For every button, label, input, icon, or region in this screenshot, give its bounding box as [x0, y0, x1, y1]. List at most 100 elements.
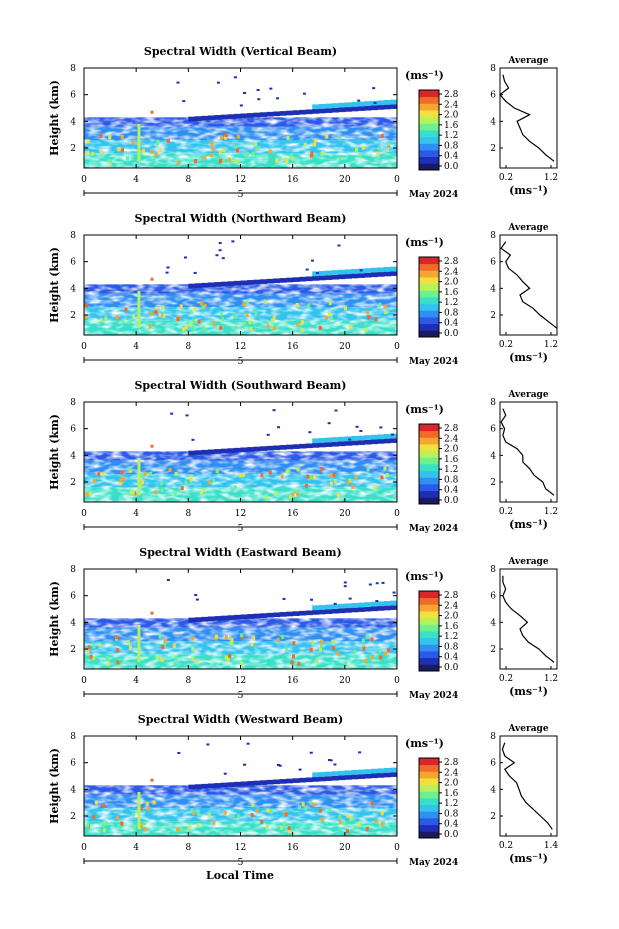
colorbar-swatch [419, 330, 439, 338]
month-label: May 2024 [409, 691, 458, 701]
colorbar-tick-label: 0.4 [444, 152, 459, 162]
heatmap-cell [303, 142, 307, 147]
heatmap-cell [141, 149, 145, 154]
average-y-tick-label: 6 [490, 759, 496, 769]
heatmap-cell [351, 436, 359, 441]
average-y-tick-label: 2 [490, 645, 496, 655]
colorbar-swatch [419, 290, 439, 298]
colorbar-swatch [419, 430, 439, 438]
heatmap-cell [228, 653, 232, 658]
heatmap-cell [343, 581, 347, 584]
heatmap-cell [318, 605, 326, 610]
heatmap-cell [272, 315, 276, 320]
heatmap-cell [97, 472, 101, 477]
y-axis-label: Height (km) [48, 748, 61, 824]
colorbar-swatch [419, 764, 439, 772]
heatmap-cell [233, 614, 241, 620]
heatmap-layers [84, 785, 397, 836]
heatmap-cell [223, 810, 227, 815]
colorbar-swatch [419, 798, 439, 806]
heatmap-cell [253, 780, 261, 786]
heatmap-cell [357, 273, 365, 278]
heatmap-cell [304, 806, 308, 811]
heatmap-cell [344, 269, 352, 275]
heatmap-cell [219, 312, 223, 317]
heatmap-layer [84, 284, 397, 294]
heatmap-cell [234, 144, 238, 149]
heatmap-cell [357, 106, 365, 111]
heatmap-cell [282, 597, 286, 600]
heatmap-cell [117, 823, 121, 828]
heatmap-cell [177, 160, 181, 165]
heatmap-cell [269, 809, 273, 814]
heatmap-cell [132, 825, 136, 830]
heatmap-cell [161, 305, 165, 310]
heatmap-cell [275, 158, 279, 163]
heatmap-cell [325, 270, 333, 276]
heatmap-cell [101, 472, 105, 477]
heatmap-cell [92, 656, 96, 661]
heatmap-cell [286, 110, 294, 116]
colorbar-swatch [419, 624, 439, 632]
heatmap-cell [282, 821, 286, 826]
heatmap-cell [243, 91, 247, 94]
heatmap-cell [368, 583, 372, 586]
heatmap-cell [191, 647, 195, 652]
y-tick-label: 4 [70, 284, 76, 294]
heatmap-cell [338, 156, 342, 161]
heatmap-cell [207, 616, 215, 622]
y-tick-label: 2 [70, 144, 76, 154]
heatmap-cell [115, 635, 119, 640]
heatmap-cell [328, 759, 332, 762]
heatmap-cell [333, 763, 337, 766]
heatmap-layer [84, 785, 397, 795]
heatmap-cell [333, 602, 337, 605]
heatmap-cell [143, 827, 147, 832]
heatmap-cell [255, 147, 259, 152]
colorbar-tick-label: 0.0 [444, 162, 459, 172]
heatmap-cell [291, 156, 295, 161]
heatmap-cell [310, 598, 314, 601]
heatmap-cell [104, 316, 108, 321]
heatmap-cell [370, 439, 378, 445]
heatmap-cell [292, 611, 300, 616]
colorbar-frame [418, 89, 440, 171]
heatmap-cell [351, 607, 359, 613]
colorbar-tick-label: 1.6 [444, 455, 459, 465]
colorbar-swatch [419, 303, 439, 311]
heatmap-cell [383, 271, 391, 277]
chart-panel-2: Spectral Width (Northward Beam)0 4 8 12 16 20… [48, 212, 558, 367]
heatmap-cell [318, 442, 326, 448]
heatmap-cell [349, 816, 353, 821]
heatmap-cell [299, 443, 307, 449]
heatmap-layer [84, 140, 397, 154]
heatmap-cell [129, 318, 133, 323]
heatmap-cell [161, 644, 165, 649]
x-tick-label: 4 [133, 676, 139, 686]
heatmap-cell [212, 478, 216, 483]
heatmap-cell [385, 473, 389, 478]
colorbar-tick-label: 1.2 [444, 298, 458, 308]
heatmap-cell [301, 802, 305, 807]
heatmap-cell [312, 777, 320, 782]
heatmap-cell [279, 612, 287, 617]
heatmap-cell [245, 152, 249, 157]
average-profile-line [502, 575, 555, 663]
heatmap-cell [220, 782, 228, 788]
colorbar-swatch [419, 136, 439, 144]
heatmap-cell [201, 783, 209, 789]
colorbar-swatch [419, 323, 439, 331]
x-tick-label: 0 [394, 175, 400, 185]
colorbar-swatch [419, 310, 439, 318]
heatmap-cell [331, 441, 339, 447]
heatmap-cell [207, 480, 211, 485]
x-tick-label: 0 [394, 676, 400, 686]
heatmap-cell [344, 102, 352, 108]
heatmap-layer [84, 618, 397, 628]
heatmap-cell [233, 654, 237, 659]
heatmap-cell [292, 444, 300, 449]
heatmap-cell [351, 816, 355, 821]
heatmap-cell [273, 779, 281, 785]
chart-title: Spectral Width (Vertical Beam) [144, 45, 337, 58]
heatmap-cell [131, 812, 135, 817]
